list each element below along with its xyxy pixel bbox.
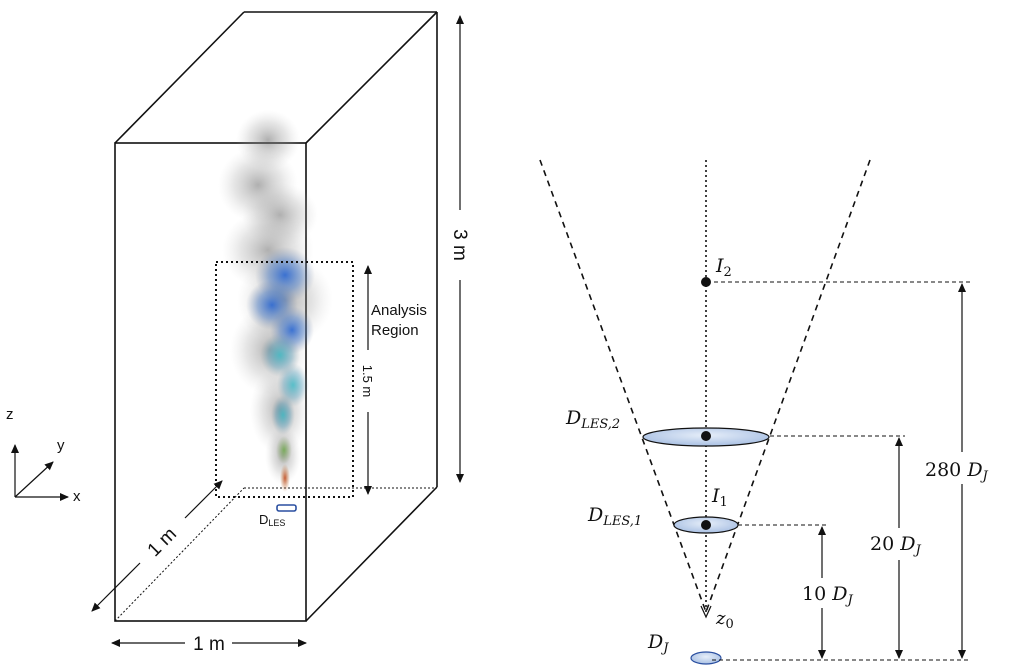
reference-lines (712, 281, 970, 661)
depth-dimension (91, 480, 223, 612)
cone-edges (539, 159, 871, 613)
d-les-2-label: DLES,2 (565, 407, 620, 432)
analysis-region-label-line1: Analysis (371, 302, 427, 319)
dim-280-label: 280 DJ (925, 459, 989, 484)
dim-10-label: 10 DJ (802, 583, 853, 608)
i1-point (701, 520, 711, 530)
dj-ellipse (690, 651, 722, 665)
nozzle-label: DLES (259, 512, 285, 528)
i2-label: I2 (715, 255, 732, 280)
axis-z-label: z (6, 406, 14, 423)
region-height-label: 1.5 m (360, 365, 375, 398)
axis-x-label: x (73, 488, 81, 505)
z0-arrowhead (700, 605, 712, 619)
d-les-1-label: DLES,1 (587, 504, 642, 529)
dim-280-label-bg (922, 452, 1008, 484)
jet-plume (218, 110, 333, 492)
nozzle-marker (276, 504, 297, 512)
depth-label: 1 m (144, 524, 181, 561)
z0-label: z0 (715, 608, 734, 632)
dim-20-label: 20 DJ (870, 533, 921, 558)
dim-10-label-bg (800, 578, 862, 608)
domain-hidden-edges (114, 487, 437, 622)
dim-20-label-bg (868, 528, 940, 560)
axis-y-label: y (57, 437, 65, 454)
analysis-region-box (215, 261, 354, 498)
i1-label: I1 (711, 485, 728, 510)
analysis-region-label-line2: Region (371, 322, 419, 339)
height-label: 3 m (449, 229, 470, 261)
width-label: 1 m (193, 634, 225, 655)
d-les-2-center-point (701, 431, 711, 441)
dj-label: DJ (647, 631, 669, 656)
i2-point (701, 277, 711, 287)
coordinate-axes (11, 444, 69, 501)
